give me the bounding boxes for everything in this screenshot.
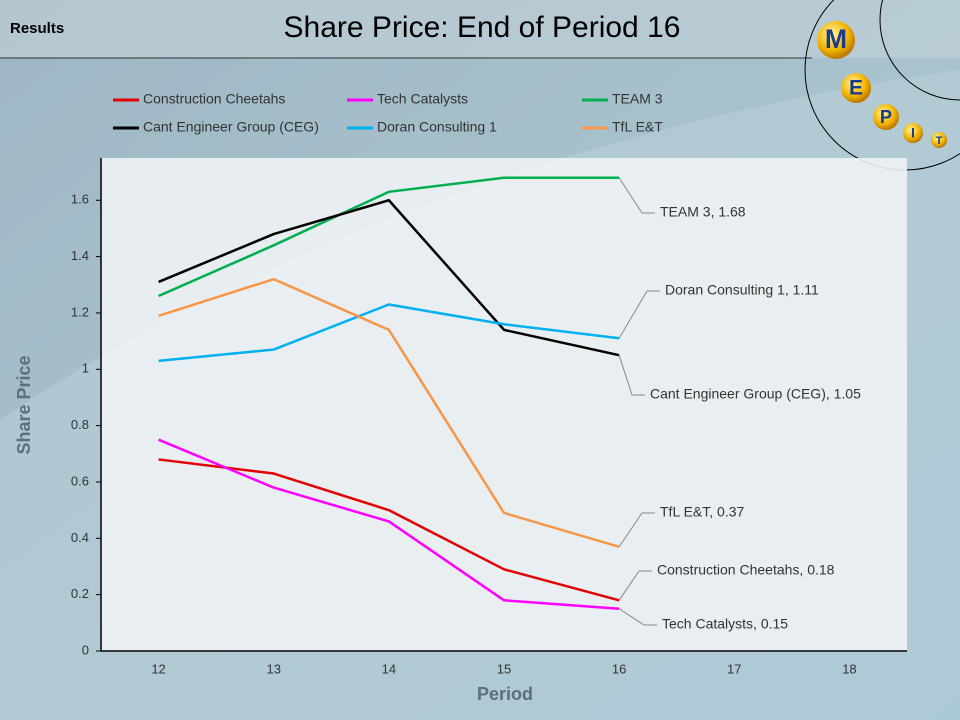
data-label: Tech Catalysts, 0.15 — [662, 616, 788, 632]
series-line — [158, 438, 620, 610]
y-tick-label: 1.4 — [71, 248, 89, 263]
logo-ball — [903, 123, 923, 143]
section-label: Results — [10, 20, 64, 37]
logo-ball — [931, 132, 947, 148]
leader-line — [618, 177, 655, 214]
x-tick-label: 15 — [497, 661, 511, 676]
logo-letter: E — [849, 77, 863, 100]
series-line — [158, 277, 620, 548]
logo-letter: I — [911, 125, 915, 141]
leader-line — [618, 608, 657, 626]
legend-label: TEAM 3 — [612, 91, 663, 107]
header-band — [0, 0, 960, 58]
legend-label: Tech Catalysts — [377, 91, 468, 107]
y-tick-label: 1 — [82, 361, 89, 376]
x-tick-label: 12 — [151, 661, 165, 676]
leader-line — [618, 290, 660, 339]
x-axis-title: Period — [477, 684, 533, 704]
data-label: Cant Engineer Group (CEG), 1.05 — [650, 386, 861, 402]
series-line — [158, 199, 620, 357]
y-tick-label: 1.6 — [71, 192, 89, 207]
y-tick-label: 0.2 — [71, 586, 89, 601]
y-tick-label: 0.6 — [71, 473, 89, 488]
logo-letter: T — [936, 135, 943, 147]
data-label: TEAM 3, 1.68 — [660, 204, 746, 220]
logo: MEP I T — [817, 21, 947, 148]
y-tick-label: 1.2 — [71, 304, 89, 319]
y-tick-label: 0 — [82, 642, 89, 657]
y-tick-label: 0.4 — [71, 530, 89, 545]
series-line — [158, 303, 620, 363]
logo-letter: P — [880, 107, 892, 127]
legend-label: TfL E&T — [612, 119, 663, 135]
leader-line — [618, 355, 645, 396]
legend-label: Construction Cheetahs — [143, 91, 285, 107]
data-label: Construction Cheetahs, 0.18 — [657, 562, 835, 578]
logo-letter: M — [825, 24, 847, 54]
x-tick-label: 13 — [266, 661, 280, 676]
leader-line — [618, 570, 652, 601]
x-tick-label: 18 — [842, 661, 856, 676]
series-line — [158, 176, 620, 298]
legend-label: Doran Consulting 1 — [377, 119, 497, 135]
x-tick-label: 16 — [612, 661, 626, 676]
chart-title: Share Price: End of Period 16 — [284, 11, 681, 44]
series-line — [158, 458, 620, 602]
y-tick-label: 0.8 — [71, 417, 89, 432]
logo-ball — [841, 73, 871, 103]
data-label: Doran Consulting 1, 1.11 — [665, 282, 819, 298]
x-tick-label: 17 — [727, 661, 741, 676]
x-tick-label: 14 — [382, 661, 396, 676]
logo-ball — [873, 104, 899, 130]
logo-arc — [879, 0, 960, 101]
legend-label: Cant Engineer Group (CEG) — [143, 119, 319, 135]
y-axis-title: Share Price — [14, 355, 34, 454]
leader-line — [618, 512, 655, 548]
logo-ball — [817, 21, 855, 59]
data-label: TfL E&T, 0.37 — [660, 504, 745, 520]
